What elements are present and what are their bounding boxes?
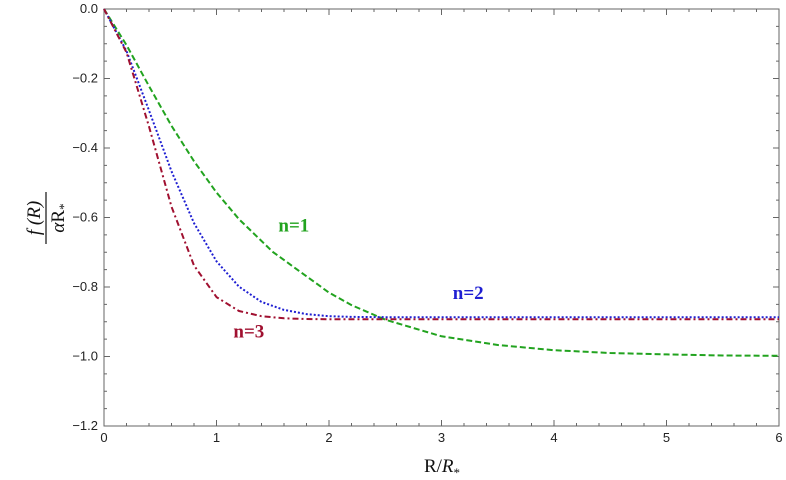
annotation-layer: n=1 n=2 n=3 bbox=[233, 215, 483, 342]
series-annotation-n1: n=1 bbox=[278, 215, 309, 236]
x-tick-label: 3 bbox=[438, 430, 445, 445]
x-tick-label: 5 bbox=[663, 430, 670, 445]
series-annotation-n2: n=2 bbox=[453, 283, 484, 304]
series-line-n2 bbox=[103, 8, 779, 319]
axis-ticks: 0 1 2 3 4 5 6 0.0 −0.2 −0.4 −0.6 −0.8 −1.0 −1.2 bbox=[72, 1, 782, 445]
y-tick-label: −0.2 bbox=[72, 71, 98, 86]
y-tick-label: 0.0 bbox=[80, 1, 98, 16]
x-tick-label: 1 bbox=[213, 430, 220, 445]
series-annotation-n3: n=3 bbox=[233, 321, 264, 342]
y-tick-label: −0.6 bbox=[72, 210, 98, 225]
x-axis-label: R/R* bbox=[424, 456, 460, 480]
x-tick-label: 4 bbox=[550, 430, 557, 445]
plot-frame bbox=[103, 8, 780, 427]
series-line-n1 bbox=[103, 8, 780, 357]
y-tick-label: −0.8 bbox=[72, 279, 98, 294]
svg-text:f (R): f (R) bbox=[24, 201, 45, 235]
y-axis-label: f (R) αR* bbox=[24, 192, 71, 244]
series-line-n3 bbox=[103, 8, 779, 321]
x-tick-label: 0 bbox=[100, 430, 107, 445]
y-tick-label: −1.0 bbox=[72, 349, 98, 364]
series-layer bbox=[103, 8, 780, 357]
x-tick-label: 6 bbox=[775, 430, 782, 445]
y-tick-label: −0.4 bbox=[72, 140, 98, 155]
x-tick-label: 2 bbox=[325, 430, 332, 445]
y-tick-label: −1.2 bbox=[72, 418, 98, 433]
svg-text:αR*: αR* bbox=[48, 203, 71, 232]
